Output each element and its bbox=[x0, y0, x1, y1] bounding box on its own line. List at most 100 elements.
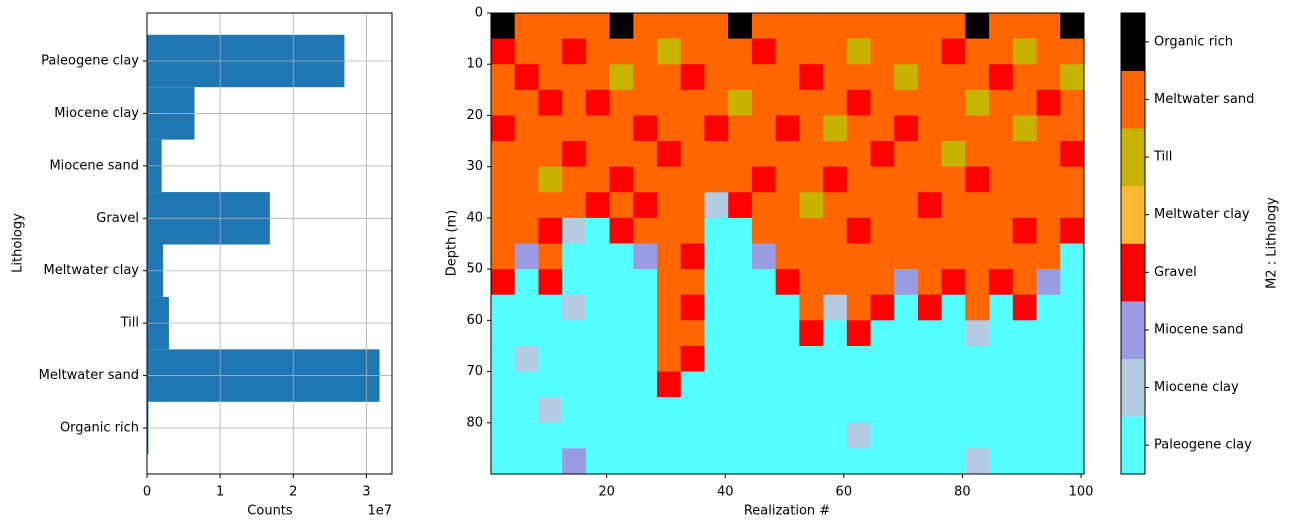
cell bbox=[680, 141, 705, 167]
cell bbox=[514, 115, 539, 142]
cell bbox=[751, 141, 776, 167]
cell bbox=[941, 192, 966, 219]
cell bbox=[585, 320, 610, 347]
cell bbox=[728, 166, 753, 193]
cell bbox=[633, 371, 658, 398]
cell bbox=[585, 38, 610, 65]
cell bbox=[657, 371, 682, 398]
cell bbox=[965, 192, 990, 219]
cell bbox=[965, 243, 990, 270]
cell bbox=[1012, 166, 1037, 193]
cell bbox=[751, 422, 776, 449]
colorbar-swatch bbox=[1121, 128, 1145, 187]
cell bbox=[680, 13, 705, 39]
cell bbox=[657, 13, 682, 39]
cell bbox=[941, 64, 966, 91]
cell bbox=[585, 13, 610, 39]
cell bbox=[633, 64, 658, 91]
cell bbox=[799, 217, 824, 244]
colorbar-swatch bbox=[1121, 13, 1145, 71]
cell bbox=[775, 422, 800, 449]
cell bbox=[657, 397, 682, 424]
colorbar-swatch bbox=[1121, 185, 1145, 244]
cell bbox=[728, 294, 753, 321]
cell bbox=[917, 371, 942, 398]
cell bbox=[823, 294, 848, 321]
cell bbox=[1060, 192, 1085, 219]
cell bbox=[680, 320, 705, 347]
cell bbox=[846, 166, 871, 193]
x-tick-label: 100 bbox=[1069, 485, 1094, 500]
colorbar-tick-label: Meltwater sand bbox=[1154, 92, 1254, 107]
cell bbox=[609, 320, 634, 347]
cell bbox=[491, 141, 516, 167]
cell bbox=[775, 192, 800, 219]
cell bbox=[633, 217, 658, 244]
cell bbox=[799, 64, 824, 91]
cell bbox=[538, 115, 563, 142]
axes-frame bbox=[146, 12, 393, 475]
cell bbox=[538, 345, 563, 372]
cell bbox=[799, 141, 824, 167]
cell bbox=[894, 422, 919, 449]
cell bbox=[562, 192, 587, 219]
x-tick-label: 60 bbox=[836, 485, 853, 500]
cell bbox=[799, 89, 824, 116]
cell bbox=[775, 89, 800, 116]
cell bbox=[562, 38, 587, 65]
cell bbox=[799, 166, 824, 193]
cell bbox=[562, 397, 587, 424]
cell bbox=[751, 397, 776, 424]
cell bbox=[491, 422, 516, 449]
cell bbox=[989, 371, 1014, 398]
cell bbox=[965, 13, 990, 39]
cell bbox=[657, 38, 682, 65]
cell bbox=[1036, 192, 1061, 219]
cell bbox=[799, 115, 824, 142]
cell bbox=[941, 141, 966, 167]
cell bbox=[491, 269, 516, 296]
colorbar-frame bbox=[1120, 12, 1146, 475]
cell bbox=[609, 217, 634, 244]
cell bbox=[728, 397, 753, 424]
cell bbox=[1036, 38, 1061, 65]
cell bbox=[989, 320, 1014, 347]
cell bbox=[704, 371, 729, 398]
x-tick-label: 2 bbox=[289, 485, 297, 500]
cell bbox=[680, 38, 705, 65]
cell bbox=[917, 166, 942, 193]
cell bbox=[775, 217, 800, 244]
cell bbox=[562, 345, 587, 372]
cell bbox=[775, 38, 800, 65]
cell bbox=[751, 320, 776, 347]
cell bbox=[917, 320, 942, 347]
cell bbox=[609, 89, 634, 116]
cell bbox=[657, 243, 682, 270]
cell bbox=[491, 320, 516, 347]
x-tick-label: 80 bbox=[954, 485, 971, 500]
cell bbox=[1060, 64, 1085, 91]
cell bbox=[941, 13, 966, 39]
cell bbox=[823, 448, 848, 475]
cell bbox=[846, 13, 871, 39]
x-offset-label: 1e7 bbox=[367, 504, 392, 519]
cell bbox=[989, 115, 1014, 142]
cell bbox=[704, 422, 729, 449]
cell bbox=[823, 345, 848, 372]
cell bbox=[514, 371, 539, 398]
cell bbox=[1060, 13, 1085, 39]
cell bbox=[514, 217, 539, 244]
cell bbox=[491, 115, 516, 142]
cell bbox=[965, 397, 990, 424]
cell bbox=[514, 243, 539, 270]
cell bbox=[704, 294, 729, 321]
cell bbox=[1036, 320, 1061, 347]
y-tick-label: Meltwater clay bbox=[43, 263, 139, 278]
cell bbox=[917, 64, 942, 91]
cell bbox=[633, 89, 658, 116]
cell bbox=[1012, 115, 1037, 142]
cell bbox=[728, 320, 753, 347]
cell bbox=[775, 294, 800, 321]
cell bbox=[1060, 371, 1085, 398]
x-tick-label: 1 bbox=[216, 485, 224, 500]
